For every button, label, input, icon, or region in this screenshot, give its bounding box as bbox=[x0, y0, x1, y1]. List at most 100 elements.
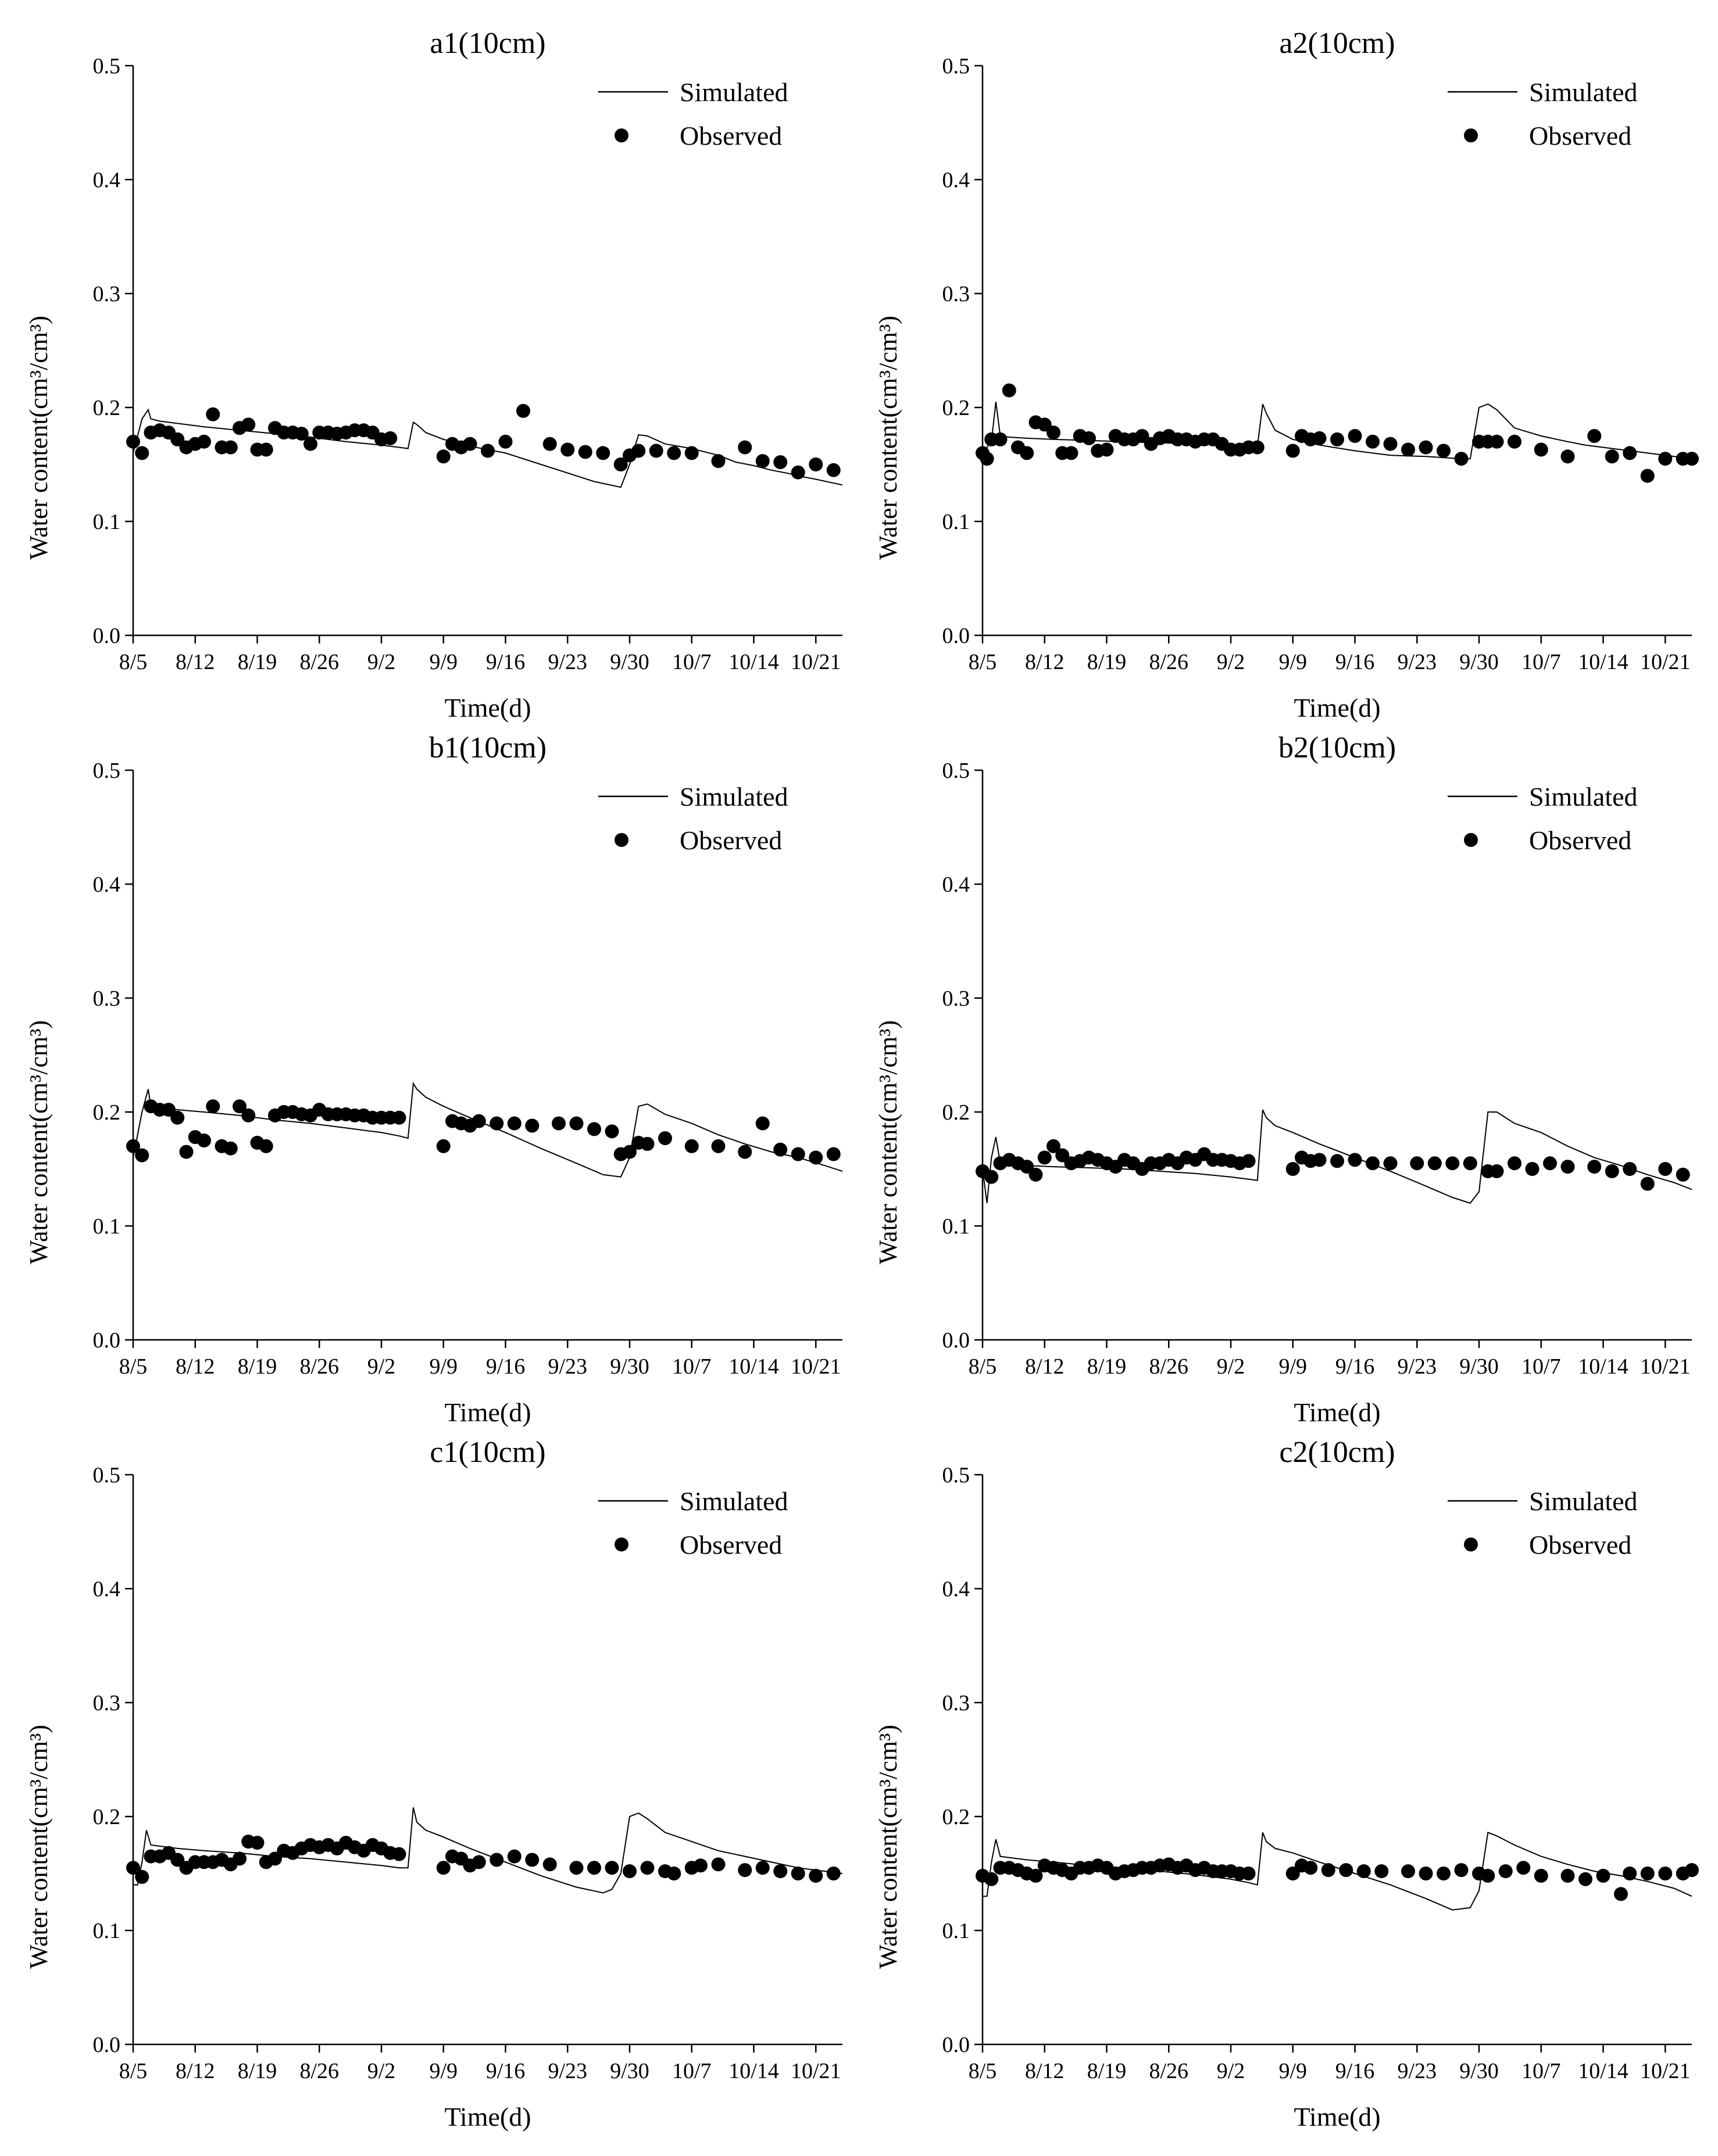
x-tick-label: 9/23 bbox=[1397, 1354, 1437, 1379]
observed-point bbox=[1330, 1154, 1344, 1168]
observed-point bbox=[241, 1108, 256, 1122]
legend-simulated-label: Simulated bbox=[680, 1486, 788, 1516]
x-tick-label: 8/19 bbox=[238, 650, 277, 674]
observed-point bbox=[135, 446, 149, 460]
y-tick-label: 0.3 bbox=[93, 282, 121, 306]
observed-point bbox=[1028, 1167, 1043, 1182]
observed-point bbox=[1498, 1864, 1513, 1879]
observed-point bbox=[1658, 1867, 1673, 1880]
y-tick-label: 0.2 bbox=[942, 1100, 970, 1125]
simulated-series-line bbox=[983, 1832, 1692, 1911]
observed-point bbox=[1534, 442, 1548, 457]
x-tick-label: 8/12 bbox=[1025, 2059, 1065, 2083]
observed-point bbox=[1356, 1864, 1371, 1879]
y-tick-label: 0.4 bbox=[93, 873, 121, 897]
observed-point bbox=[1135, 429, 1149, 443]
observed-point bbox=[1605, 1164, 1619, 1178]
x-axis-label: Time(d) bbox=[444, 693, 531, 723]
y-tick-label: 0.3 bbox=[942, 986, 970, 1011]
y-tick-label: 0.0 bbox=[93, 2033, 121, 2057]
observed-point bbox=[1490, 1164, 1504, 1178]
observed-point bbox=[984, 1170, 999, 1184]
observed-point bbox=[1587, 1160, 1602, 1174]
y-tick-label: 0.5 bbox=[942, 54, 970, 78]
observed-point bbox=[1002, 383, 1016, 398]
observed-point bbox=[259, 442, 273, 457]
y-axis-label: Water content(cm³/cm³) bbox=[874, 316, 902, 560]
y-tick-label: 0.1 bbox=[942, 1919, 970, 1943]
chart-panel-c210cm: c2(10cm) 0.0 0.1 0.2 0.3 0.4 0.5 8/5 8/12 8/19 8/2… bbox=[874, 1436, 1699, 2132]
x-tick-label: 9/9 bbox=[1278, 650, 1307, 674]
x-tick-label: 10/7 bbox=[1521, 2059, 1561, 2083]
observed-point bbox=[126, 1861, 140, 1875]
x-tick-label: 8/26 bbox=[1149, 1354, 1188, 1379]
x-tick-label: 10/14 bbox=[728, 650, 779, 674]
observed-point bbox=[809, 1150, 823, 1165]
observed-point bbox=[170, 432, 185, 446]
observed-point bbox=[1064, 446, 1078, 460]
observed-point bbox=[481, 444, 495, 458]
observed-point bbox=[197, 1134, 211, 1147]
observed-point bbox=[1303, 1861, 1318, 1875]
simulated-series-line bbox=[133, 1081, 843, 1178]
observed-point bbox=[1614, 1887, 1628, 1901]
observed-point bbox=[383, 431, 398, 445]
chart-title: c1(10cm) bbox=[430, 1436, 545, 1469]
observed-point bbox=[1596, 1868, 1610, 1883]
observed-point bbox=[197, 434, 211, 449]
y-tick-label: 0.2 bbox=[93, 1100, 121, 1125]
y-axis-label: Water content(cm³/cm³) bbox=[24, 316, 53, 560]
observed-point bbox=[1285, 1867, 1300, 1880]
y-tick-label: 0.4 bbox=[93, 1577, 121, 1601]
x-tick-label: 9/2 bbox=[1217, 650, 1245, 674]
observed-point bbox=[1366, 434, 1380, 449]
observed-point bbox=[587, 1122, 601, 1136]
x-axis-label: Time(d) bbox=[1294, 2102, 1380, 2132]
observed-point bbox=[552, 1116, 566, 1131]
observed-point bbox=[631, 444, 646, 458]
observed-point bbox=[436, 1139, 451, 1153]
y-tick-label: 0.4 bbox=[942, 168, 970, 192]
observed-point bbox=[303, 437, 317, 451]
observed-point bbox=[738, 1863, 752, 1878]
observed-point bbox=[1685, 452, 1699, 466]
x-tick-label: 10/21 bbox=[1640, 1354, 1691, 1379]
observed-point bbox=[233, 1851, 247, 1866]
observed-point bbox=[1445, 1156, 1460, 1171]
observed-point bbox=[1366, 1156, 1380, 1171]
observed-point bbox=[980, 452, 994, 466]
observed-point bbox=[1454, 1863, 1469, 1878]
observed-point bbox=[392, 1110, 406, 1125]
observed-point bbox=[1560, 1868, 1575, 1883]
x-tick-label: 9/30 bbox=[610, 650, 649, 674]
observed-point bbox=[773, 1142, 788, 1157]
observed-point bbox=[791, 1867, 805, 1880]
observed-point bbox=[1640, 1177, 1655, 1191]
observed-point bbox=[993, 432, 1008, 446]
observed-point bbox=[1330, 432, 1344, 446]
observed-point bbox=[1028, 1868, 1043, 1883]
chart-panel-b210cm: b2(10cm) 0.0 0.1 0.2 0.3 0.4 0.5 8/5 8/12 8/19 8/2… bbox=[874, 731, 1692, 1427]
observed-point bbox=[791, 1147, 805, 1161]
observed-point bbox=[1605, 449, 1619, 464]
legend-simulated-label: Simulated bbox=[1529, 77, 1638, 107]
observed-point bbox=[1046, 1139, 1060, 1153]
observed-point bbox=[738, 1145, 752, 1159]
x-tick-label: 10/21 bbox=[791, 2059, 841, 2083]
observed-point bbox=[472, 1114, 486, 1128]
observed-point bbox=[684, 446, 699, 460]
x-tick-label: 10/7 bbox=[672, 2059, 712, 2083]
observed-point bbox=[463, 437, 477, 451]
x-tick-label: 8/19 bbox=[1087, 1354, 1127, 1379]
x-tick-label: 9/16 bbox=[1335, 1354, 1375, 1379]
observed-point bbox=[1490, 434, 1504, 449]
observed-point bbox=[1525, 1162, 1540, 1176]
observed-point bbox=[578, 445, 592, 459]
observed-point bbox=[126, 1139, 140, 1153]
observed-point bbox=[1082, 431, 1096, 445]
legend-observed-label: Observed bbox=[680, 121, 782, 151]
observed-point bbox=[162, 1103, 176, 1117]
y-tick-label: 0.2 bbox=[942, 1805, 970, 1829]
observed-point bbox=[640, 1861, 655, 1875]
